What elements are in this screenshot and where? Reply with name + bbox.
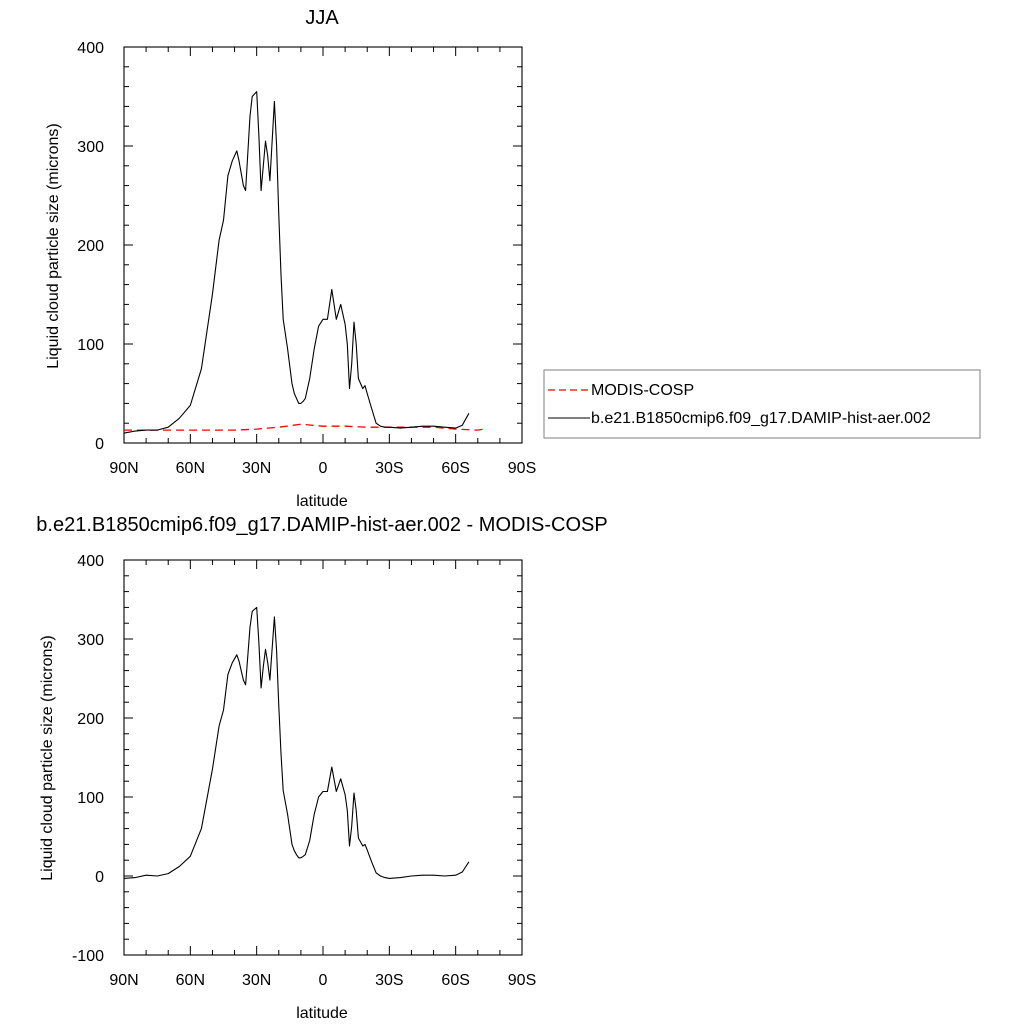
- x-tick-label: 0: [319, 460, 328, 477]
- y-tick-label: 100: [77, 337, 104, 354]
- x-tick-label: 0: [319, 972, 328, 989]
- x-tick-label: 90S: [508, 460, 536, 477]
- y-tick-label: 400: [77, 553, 104, 570]
- bottom-panel-ylabel: Liquid cloud particle size (microns): [39, 635, 56, 880]
- bottom-panel-title: b.e21.B1850cmip6.f09_g17.DAMIP-hist-aer.…: [36, 514, 607, 536]
- y-tick-label: -100: [72, 948, 104, 965]
- y-tick-label: 400: [77, 40, 104, 57]
- x-tick-label: 30S: [375, 460, 403, 477]
- legend-box: [543, 369, 981, 439]
- x-tick-label: 30N: [242, 460, 271, 477]
- y-tick-label: 100: [77, 790, 104, 807]
- top-plot-area: 90N 60N 30N 0 30S 60S 90S 0 100 200 300 400: [77, 40, 536, 477]
- x-tick-label: 30S: [375, 972, 403, 989]
- x-tick-label: 90N: [109, 972, 138, 989]
- y-tick-label: 0: [95, 869, 104, 886]
- bottom-panel-xlabel: latitude: [296, 1005, 348, 1022]
- top-panel: JJA 90N 60N 30N 0 30S 60S 90S 0 100 200 300 400 lat…: [45, 7, 536, 510]
- x-tick-label: 60S: [441, 972, 469, 989]
- series-line-modis-cosp: [124, 423, 485, 431]
- bottom-plot-area: 90N 60N 30N 0 30S 60S 90S -100 0 100 200 300 400: [72, 553, 536, 989]
- y-tick-label: 200: [77, 711, 104, 728]
- top-legend: MODIS-COSP b.e21.B1850cmip6.f09_g17.DAMI…: [543, 369, 981, 439]
- x-tick-label: 60N: [176, 460, 205, 477]
- bottom-panel: b.e21.B1850cmip6.f09_g17.DAMIP-hist-aer.…: [36, 514, 607, 1022]
- x-tick-label: 60N: [176, 972, 205, 989]
- series-line-difference: [123, 606, 470, 879]
- x-tick-label: 90S: [508, 972, 536, 989]
- y-tick-label: 0: [95, 436, 104, 453]
- legend-label-model: b.e21.B1850cmip6.f09_g17.DAMIP-hist-aer.…: [591, 410, 931, 427]
- top-panel-title: JJA: [305, 7, 339, 29]
- y-tick-label: 300: [77, 632, 104, 649]
- y-tick-label: 300: [77, 139, 104, 156]
- x-tick-label: 60S: [441, 460, 469, 477]
- top-panel-xlabel: latitude: [296, 493, 348, 510]
- x-tick-label: 90N: [109, 460, 138, 477]
- series-line-model: [123, 91, 470, 434]
- top-panel-ylabel: Liquid cloud particle size (microns): [45, 123, 62, 368]
- x-tick-label: 30N: [242, 972, 271, 989]
- y-tick-label: 200: [77, 238, 104, 255]
- legend-label-modis-cosp: MODIS-COSP: [591, 382, 694, 399]
